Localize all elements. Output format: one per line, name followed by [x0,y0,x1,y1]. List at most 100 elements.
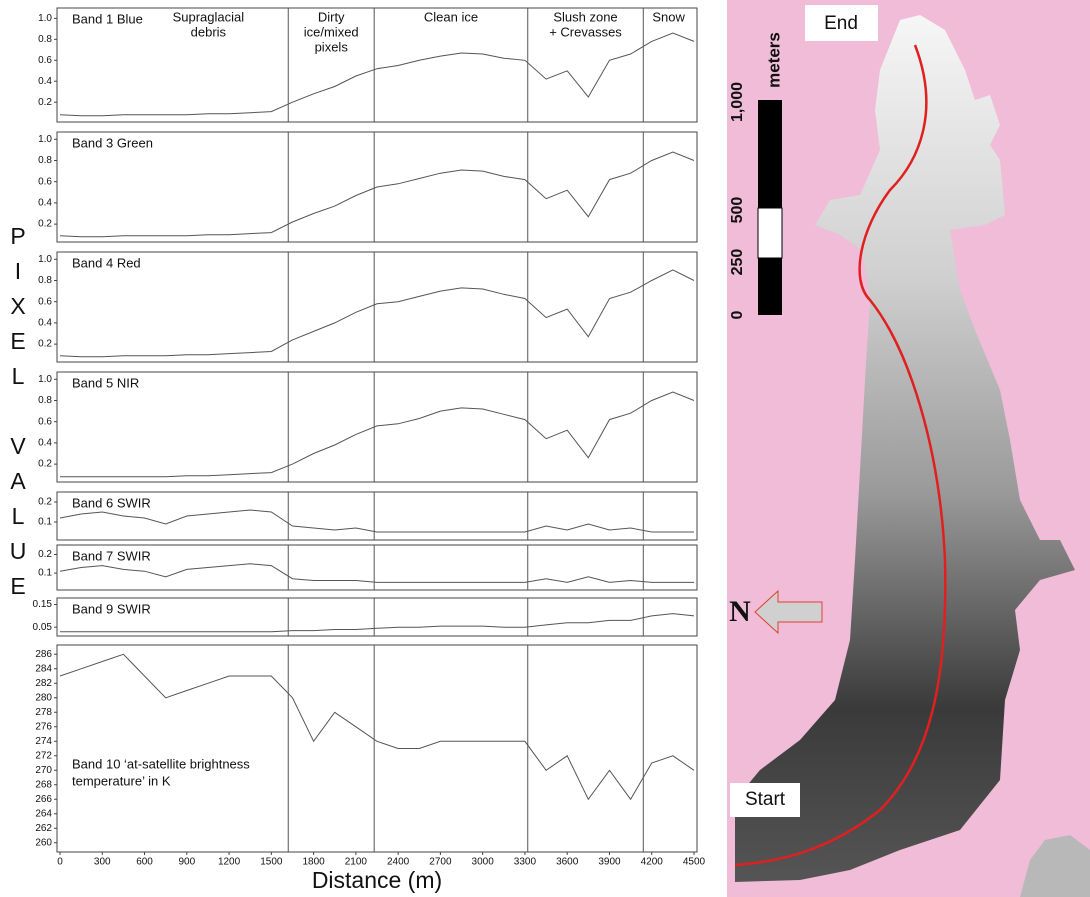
x-tick-label: 1800 [302,857,325,868]
y-tick-label: 278 [35,707,52,718]
scale-label: 1,000 [729,82,746,122]
y-tick-label: 284 [35,663,52,674]
x-tick-label: 4500 [683,857,706,868]
scale-unit: meters [764,32,783,88]
scale-label: 0 [729,310,746,319]
y-tick-label: 0.4 [38,76,52,87]
y-tick-label: 0.1 [38,568,52,579]
x-tick-label: 2100 [345,857,368,868]
north-label: N [729,595,751,628]
x-tick-label: 300 [94,857,111,868]
panel-title: Band 10 ‘at-satellite brightness [72,756,250,771]
y-tick-label: 0.15 [33,599,53,610]
x-tick-label: 900 [178,857,195,868]
panel-frame [57,598,697,636]
y-tick-label: 0.2 [38,97,52,108]
y-tick-label: 0.6 [38,55,52,66]
start-label: Start [745,789,786,810]
y-tick-label: 260 [35,837,52,848]
y-tick-label: 0.2 [38,339,52,350]
band-line [60,510,694,532]
panel-title: temperature’ in K [72,773,171,788]
x-tick-label: 3000 [472,857,495,868]
panel-frame [57,545,697,590]
x-tick-label: 3900 [598,857,621,868]
y-tick-label: 276 [35,721,52,732]
y-tick-label: 0.05 [33,622,53,633]
zone-label: pixels [315,39,349,54]
x-tick-label: 3300 [514,857,537,868]
y-tick-label: 0.6 [38,176,52,187]
y-tick-label: 0.4 [38,318,52,329]
y-tick-label: 0.2 [38,459,52,470]
panel-title: Band 9 SWIR [72,601,151,616]
y-tick-label: 274 [35,736,52,747]
zone-label: debris [191,24,227,39]
scale-label: 500 [729,197,746,224]
y-tick-label: 0.8 [38,34,52,45]
band-line [60,564,694,583]
y-tick-label: 286 [35,649,52,660]
band-line [60,270,694,357]
x-axis-label: Distance (m) [312,867,442,893]
y-tick-label: 0.8 [38,395,52,406]
x-tick-label: 2400 [387,857,410,868]
y-tick-label: 0.4 [38,438,52,449]
band-line [60,392,694,477]
panel-frame [57,492,697,540]
zone-label: Supraglacial [173,9,245,24]
band-line [60,152,694,237]
y-tick-label: 0.6 [38,416,52,427]
zone-label: + Crevasses [549,24,622,39]
band-line [60,33,694,116]
y-tick-label: 282 [35,678,52,689]
y-tick-label: 0.2 [38,497,52,508]
y-tick-label: 280 [35,692,52,703]
panel-title: Band 6 SWIR [72,495,151,510]
y-tick-label: 1.0 [38,134,52,145]
y-tick-label: 0.2 [38,219,52,230]
scale-label: 250 [729,249,746,276]
figure: End Start meters 0 250 500 1,000 N 0.2 0.… [0,0,1090,897]
y-tick-label: 0.8 [38,155,52,166]
x-tick-label: 2700 [429,857,452,868]
panel-frame [57,645,697,852]
y-tick-label: 0.1 [38,517,52,528]
y-tick-label: 0.4 [38,198,52,209]
panel-title: Band 3 Green [72,135,153,150]
x-tick-label: 600 [136,857,153,868]
y-tick-label: 1.0 [38,254,52,265]
end-label: End [824,13,858,34]
panel-title: Band 1 Blue [72,11,143,26]
x-tick-label: 3600 [556,857,579,868]
zone-label: Clean ice [424,9,478,24]
scale-segment [758,208,782,258]
y-tick-label: 0.2 [38,549,52,560]
scale-segment [758,100,782,208]
y-tick-label: 264 [35,808,52,819]
band-line [60,614,694,632]
panel-title: Band 7 SWIR [72,548,151,563]
scale-segment [758,258,782,315]
x-tick-label: 1200 [218,857,241,868]
zone-label: Slush zone [553,9,617,24]
panel-frame [57,252,697,362]
panel-title: Band 4 Red [72,255,141,270]
y-tick-label: 0.8 [38,275,52,286]
y-tick-label: 262 [35,823,52,834]
panel-frame [57,372,697,482]
x-tick-label: 4200 [641,857,664,868]
map: End Start meters 0 250 500 1,000 N [727,0,1090,897]
zone-label: ice/mixed [304,24,359,39]
y-tick-label: 266 [35,794,52,805]
panel-title: Band 5 NIR [72,375,139,390]
x-tick-label: 1500 [260,857,283,868]
x-tick-label: 0 [57,857,63,868]
y-tick-label: 272 [35,750,52,761]
y-tick-label: 1.0 [38,374,52,385]
y-tick-label: 268 [35,779,52,790]
y-tick-label: 0.6 [38,296,52,307]
zone-label: Snow [652,9,685,24]
zone-label: Dirty [318,9,345,24]
y-tick-label: 1.0 [38,13,52,24]
